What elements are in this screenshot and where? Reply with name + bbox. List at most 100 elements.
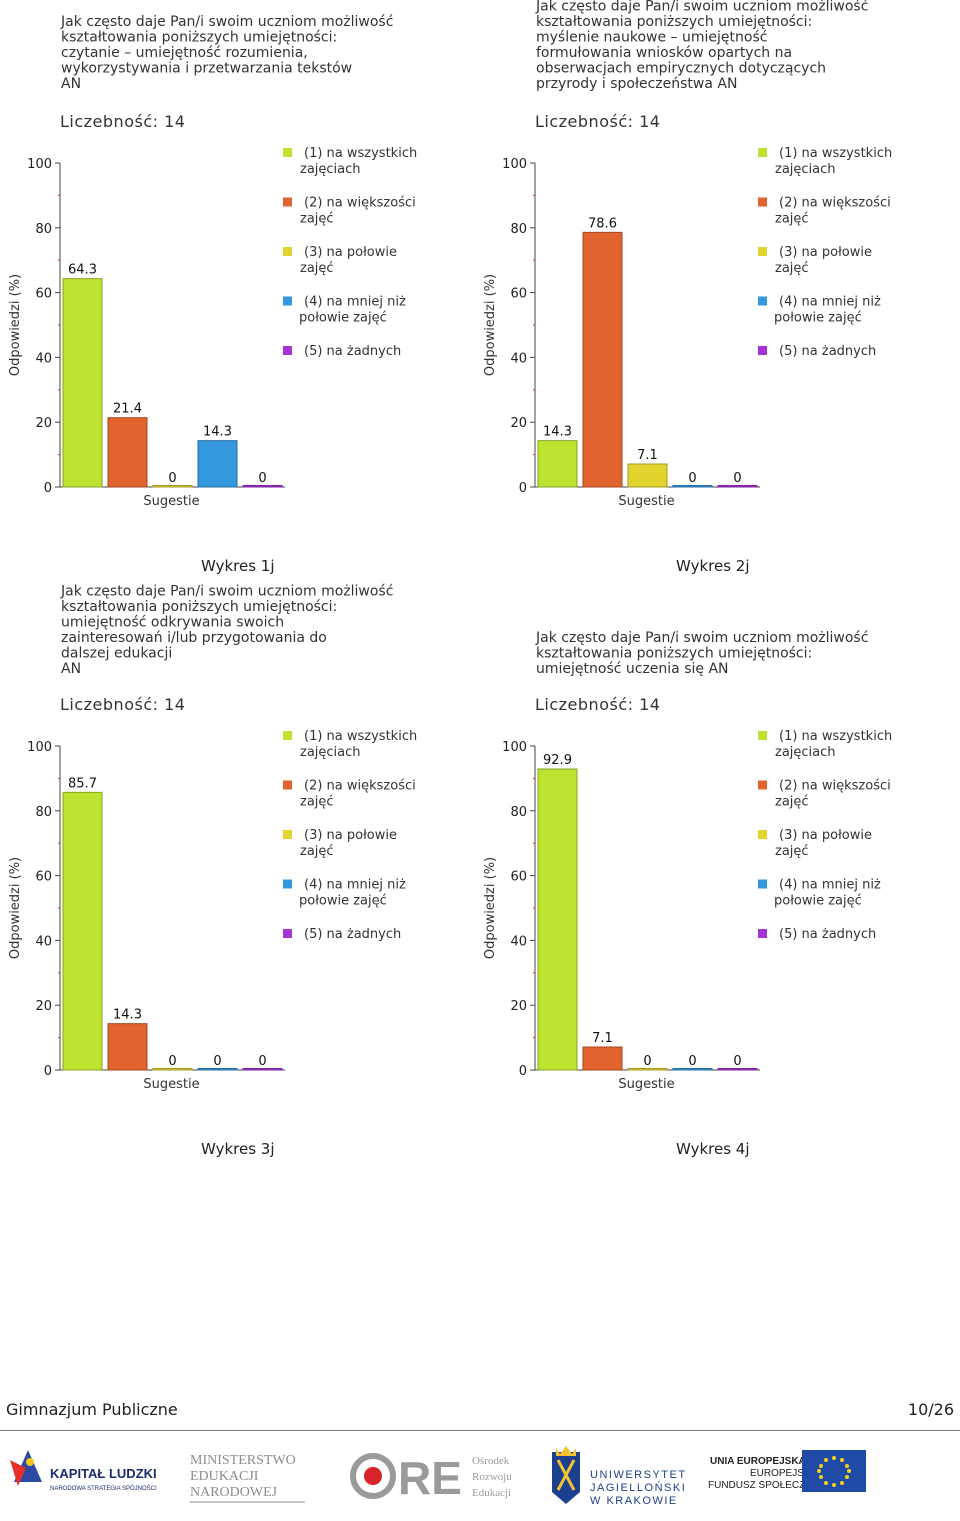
legend-swatch (758, 830, 767, 839)
bar-value-label: 7.1 (637, 448, 658, 463)
legend-label: zajęć (300, 795, 334, 810)
bar (242, 485, 283, 488)
ore-logo: RE Ośrodek Rozwoju Edukacji (350, 1452, 512, 1504)
legend-swatch (758, 197, 767, 207)
chart-title-line: dalszej edukacji (61, 646, 172, 662)
y-tick-label: 40 (510, 934, 527, 949)
sample-count-label: Liczebność: 14 (60, 112, 185, 131)
legend-swatch (283, 197, 292, 207)
legend-label: (4) na mniej niż (779, 295, 881, 310)
bar (62, 791, 103, 1071)
legend-swatch (283, 346, 292, 355)
bar-chart: Jak często daje Pan/i swoim uczniom możl… (483, 0, 892, 509)
uj-logo: UNIWERSYTET JAGIELLOŃSKI W KRAKOWIE (552, 1446, 687, 1507)
legend-swatch (283, 296, 292, 306)
bar-value-label: 64.3 (68, 263, 97, 278)
bar-value-label: 0 (688, 1054, 696, 1069)
bar (537, 768, 578, 1071)
ore-sub-1: Ośrodek (472, 1455, 510, 1467)
bar-value-label: 0 (258, 1054, 266, 1069)
chart-title-line: umiejętność odkrywania swoich (61, 615, 284, 631)
kapital-ludzki-text: KAPITAŁ LUDZKI (50, 1466, 157, 1481)
bar-value-label: 85.7 (68, 776, 97, 791)
bar-chart: Jak często daje Pan/i swoim uczniom możl… (483, 630, 892, 1092)
chart-title-line: Jak często daje Pan/i swoim uczniom możl… (535, 630, 868, 646)
ore-sub-2: Rozwoju (472, 1471, 512, 1483)
legend-label: (3) na połowie (779, 828, 872, 843)
legend-label: zajęć (300, 844, 334, 859)
y-tick-label: 60 (510, 870, 527, 885)
legend-label: zajęć (300, 212, 334, 227)
y-axis-label: Odpowiedzi (%) (8, 274, 23, 376)
kapital-ludzki-subtext: NARODOWA STRATEGIA SPÓJNOŚCI (50, 1484, 157, 1492)
x-axis-label: Sugestie (618, 1077, 674, 1092)
bar (627, 463, 668, 488)
bar (717, 1068, 758, 1071)
legend-label: połowie zajęć (774, 894, 862, 909)
uj-line-1: UNIWERSYTET (590, 1469, 687, 1481)
chart-title-line: Jak często daje Pan/i swoim uczniom możl… (60, 584, 393, 600)
legend-swatch (758, 247, 767, 256)
y-tick-label: 0 (44, 1064, 52, 1079)
legend-swatch (758, 296, 767, 306)
chart-title-line: AN (61, 76, 81, 92)
y-axis-label: Odpowiedzi (%) (483, 274, 498, 376)
x-axis-label: Sugestie (143, 1077, 199, 1092)
uj-line-3: W KRAKOWIE (590, 1495, 678, 1507)
legend-swatch (758, 780, 767, 790)
legend-swatch (758, 148, 767, 157)
legend-label: (1) na wszystkich (304, 146, 417, 161)
bar (62, 278, 103, 488)
ore-sub-3: Edukacji (472, 1487, 511, 1499)
legend-swatch (283, 929, 292, 938)
y-tick-label: 40 (510, 351, 527, 366)
legend-label: połowie zajęć (774, 311, 862, 326)
legend-label: (4) na mniej niż (304, 295, 406, 310)
bar-value-label: 0 (733, 471, 741, 486)
legend-swatch (758, 346, 767, 355)
y-tick-label: 0 (519, 1064, 527, 1079)
bar (627, 1068, 668, 1071)
men-line-1: MINISTERSTWO (190, 1453, 296, 1468)
legend-label: (4) na mniej niż (779, 878, 881, 893)
legend-label: zajęciach (300, 162, 361, 177)
legend-swatch (283, 780, 292, 790)
men-logo: MINISTERSTWO EDUKACJI NARODOWEJ (190, 1453, 305, 1503)
kapital-ludzki-logo: KAPITAŁ LUDZKI NARODOWA STRATEGIA SPÓJNO… (10, 1450, 157, 1492)
legend-swatch (283, 731, 292, 740)
legend-label: (3) na połowie (779, 245, 872, 260)
sample-count-label: Liczebność: 14 (60, 695, 185, 714)
chart-title-line: zainteresowań i/lub przygotowania do (61, 630, 327, 646)
y-tick-label: 100 (502, 740, 527, 755)
chart-caption: Wykres 4j (676, 1140, 750, 1158)
legend-label: zajęć (300, 261, 334, 276)
y-tick-label: 80 (510, 222, 527, 237)
y-tick-label: 60 (35, 287, 52, 302)
legend-label: połowie zajęć (299, 311, 387, 326)
bar (242, 1068, 283, 1071)
legend-label: zajęciach (300, 745, 361, 760)
chart-title-line: kształtowania poniższych umiejętności: (536, 14, 812, 30)
legend-label: połowie zajęć (299, 894, 387, 909)
x-axis-label: Sugestie (143, 494, 199, 509)
chart-title-line: kształtowania poniższych umiejętności: (536, 646, 812, 662)
x-axis-label: Sugestie (618, 494, 674, 509)
legend-label: (3) na połowie (304, 245, 397, 260)
legend-label: zajęciach (775, 745, 836, 760)
bar (197, 1068, 238, 1071)
sponsor-logos: KAPITAŁ LUDZKI NARODOWA STRATEGIA SPÓJNO… (10, 1446, 866, 1507)
y-tick-label: 60 (35, 870, 52, 885)
legend-label: (5) na żadnych (304, 344, 401, 359)
legend-label: (2) na większości (779, 779, 891, 794)
chart-title-line: myślenie naukowe – umiejętność (536, 30, 767, 46)
chart-title-line: przyrody i społeczeństwa AN (536, 76, 737, 92)
y-tick-label: 80 (35, 805, 52, 820)
legend-label: (1) na wszystkich (304, 729, 417, 744)
bar-value-label: 0 (168, 1054, 176, 1069)
bar-value-label: 14.3 (113, 1008, 142, 1023)
legend-label: zajęć (775, 212, 809, 227)
chart-panel-4: Jak często daje Pan/i swoim uczniom możl… (475, 583, 935, 1103)
bar (197, 440, 238, 488)
y-tick-label: 80 (35, 222, 52, 237)
sample-count-label: Liczebność: 14 (535, 112, 660, 131)
